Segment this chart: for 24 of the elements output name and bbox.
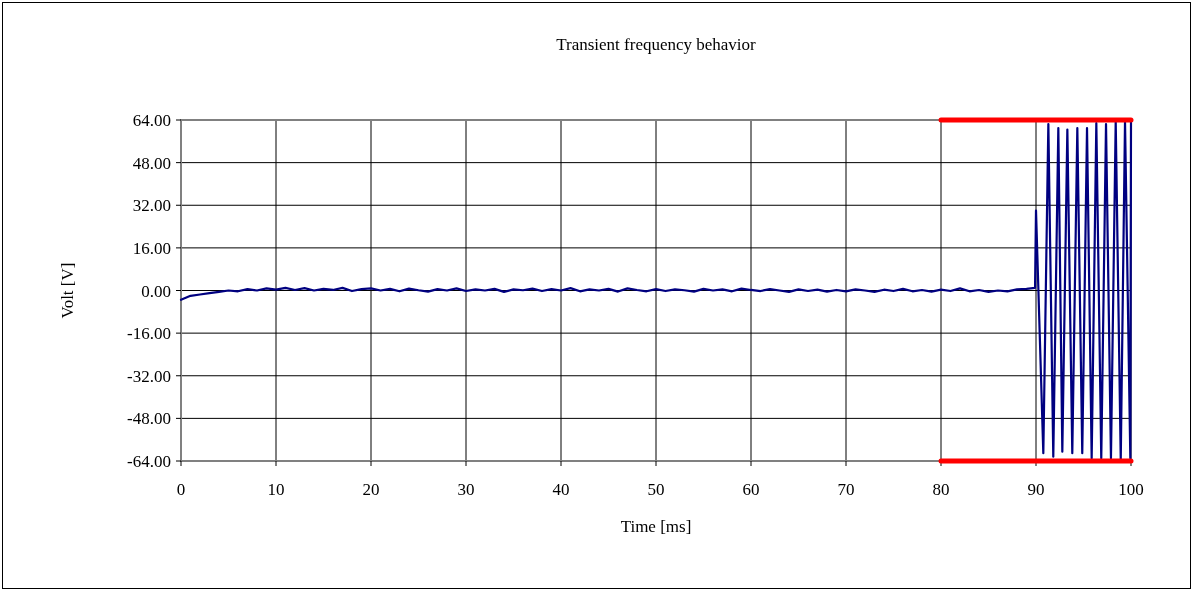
x-tick-label: 10 [267,480,285,499]
y-tick-label: -64.00 [127,452,171,471]
x-tick-label: 70 [837,480,855,499]
x-tick-label: 30 [457,480,475,499]
x-tick-label: 40 [552,480,570,499]
y-axis-title: Volt [V] [58,262,77,319]
x-tick-label: 60 [742,480,760,499]
line-series [179,118,1133,462]
y-tick-label: 64.00 [132,111,171,130]
x-tick-label: 80 [932,480,950,499]
x-tick-label: 100 [1118,480,1144,499]
x-tick-label: 0 [176,480,186,499]
x-axis-title: Time [ms] [620,517,692,536]
x-tick-label: 20 [362,480,380,499]
y-tick-label: -16.00 [127,324,171,344]
y-tick-label: 0.00 [141,281,171,301]
x-tick-label: 50 [647,480,665,499]
chart-title: Transient frequency behavior [556,35,757,54]
y-tick-label: -48.00 [127,409,171,429]
y-tick-label: 48.00 [132,153,171,173]
y-tick-label: 32.00 [132,196,171,216]
y-tick-label: 16.00 [132,238,171,258]
x-tick-label: 90 [1027,480,1045,499]
y-tick-label: -32.00 [127,366,171,386]
